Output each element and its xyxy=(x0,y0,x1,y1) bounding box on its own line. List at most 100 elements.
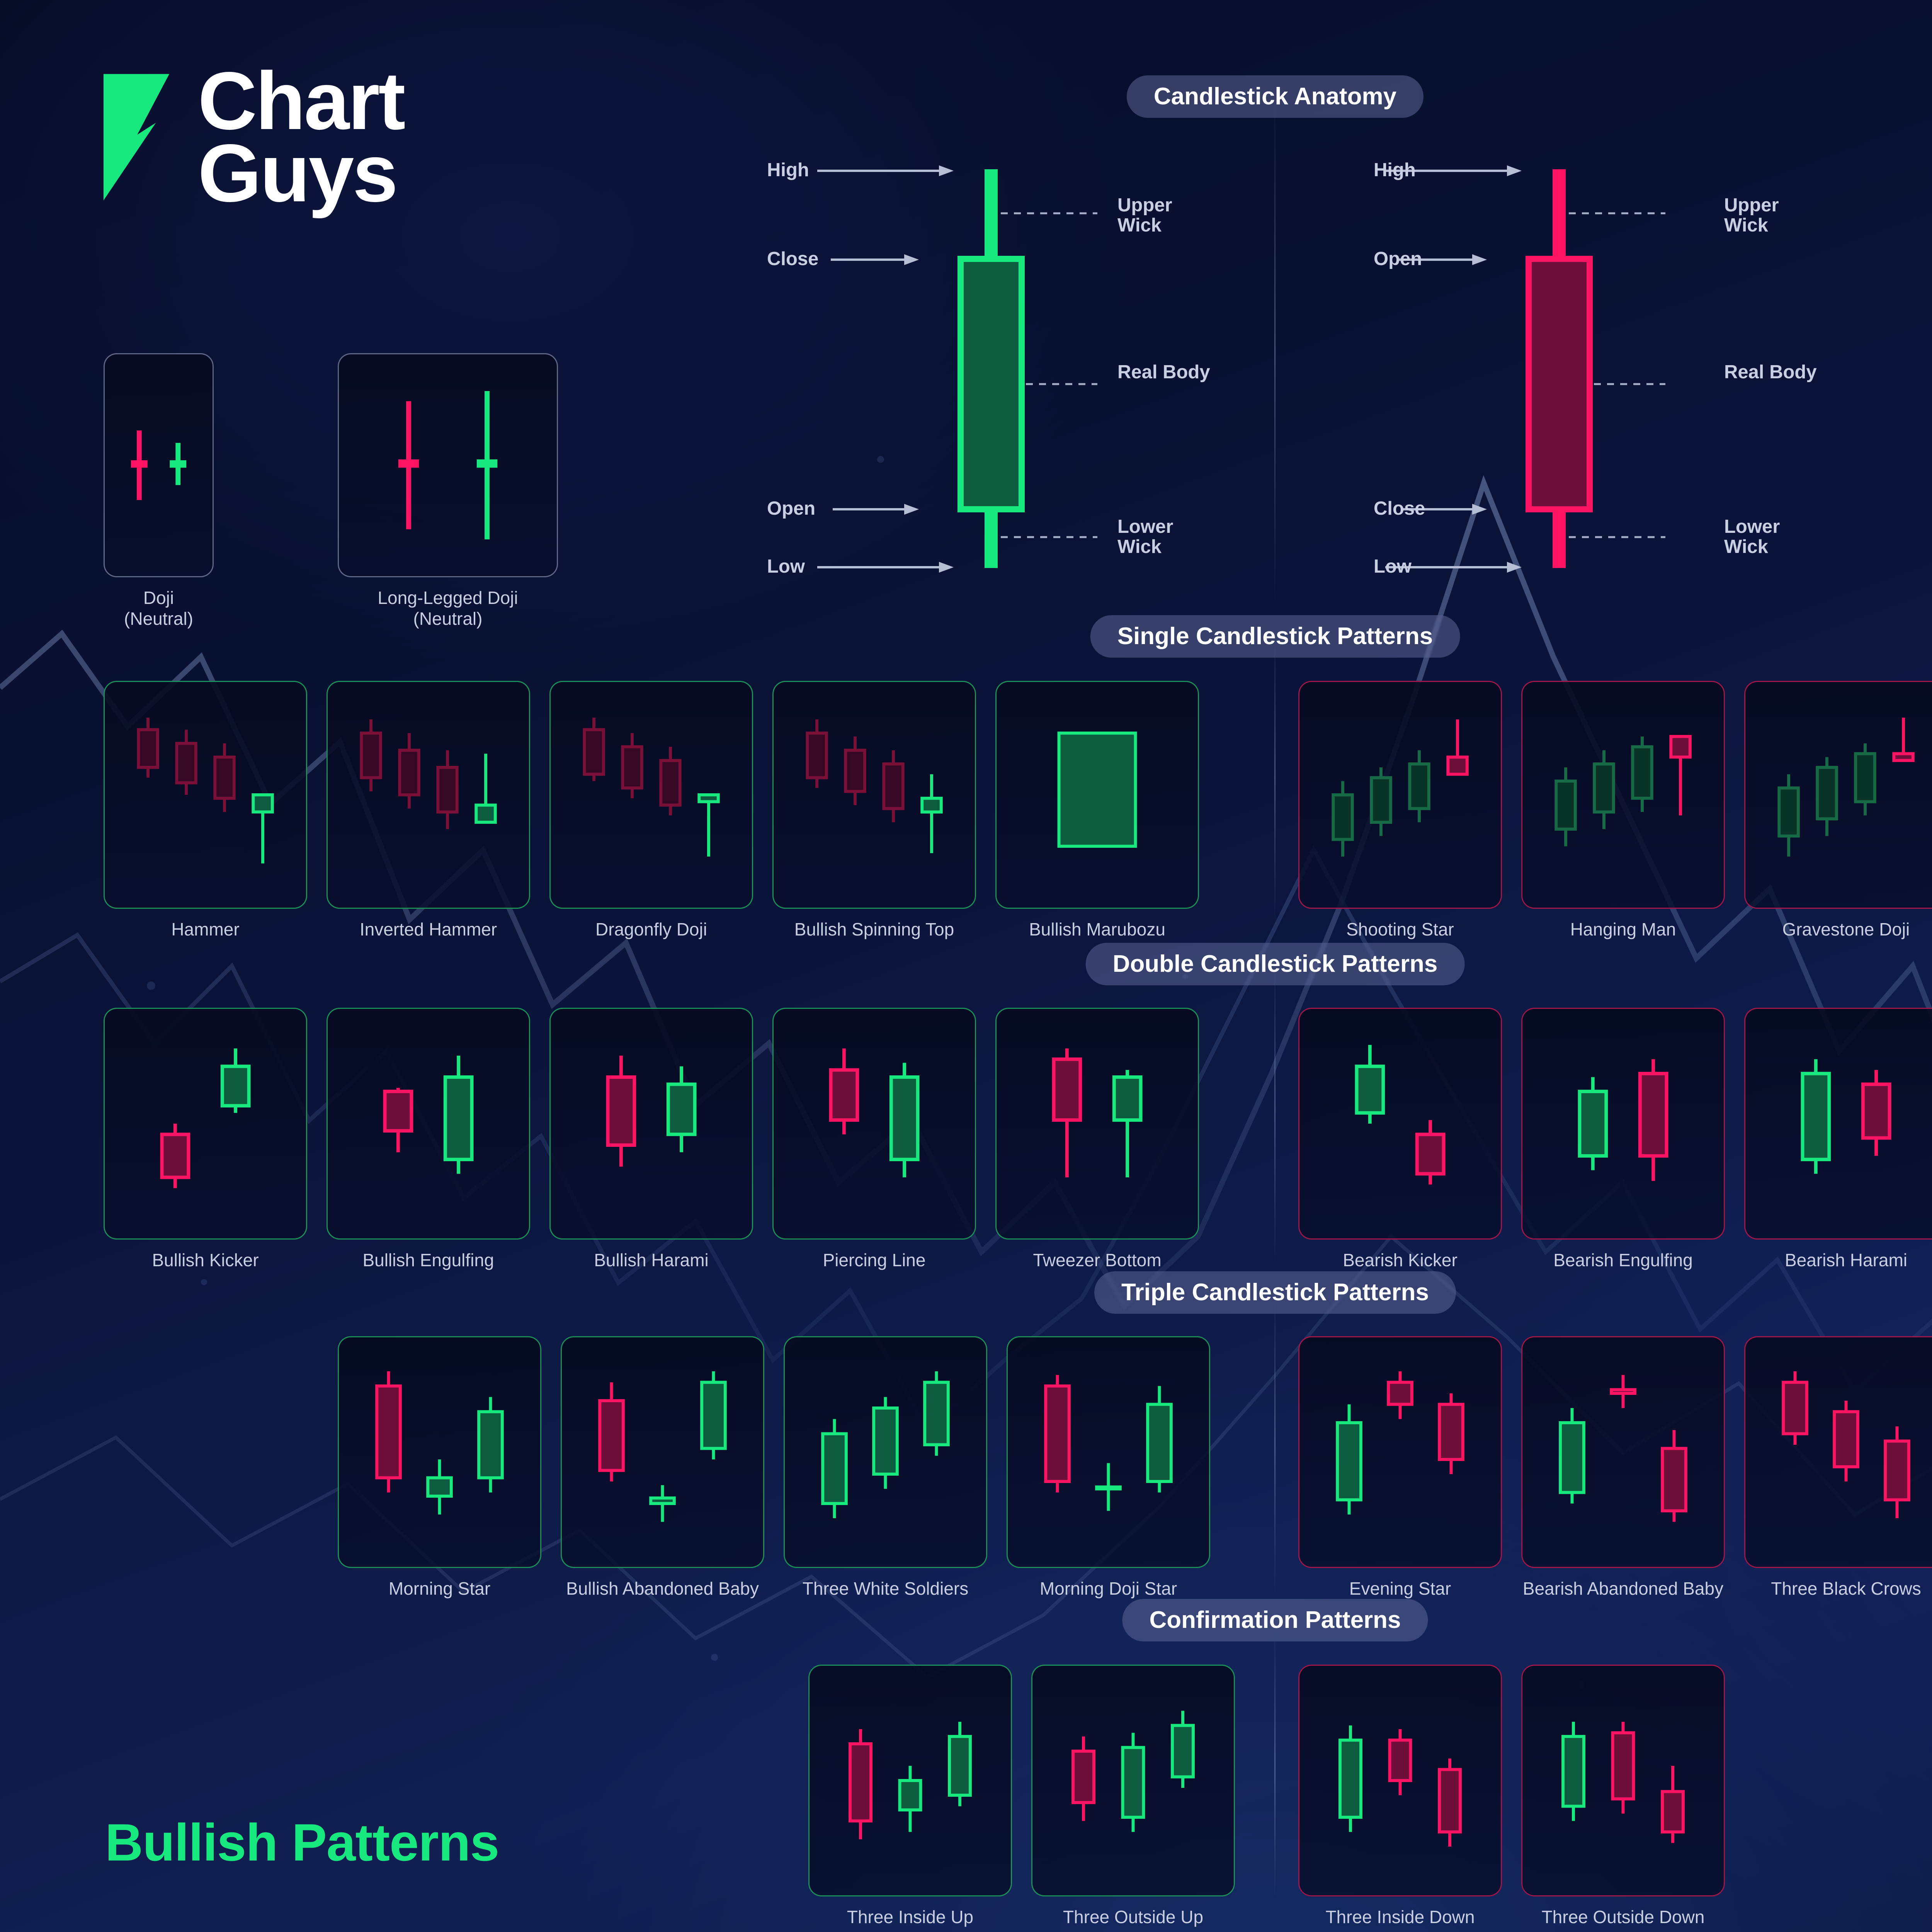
pattern-card-label: Bearish Kicker xyxy=(1343,1250,1458,1270)
pattern-card-dragonfly-doji[interactable] xyxy=(549,681,753,909)
pattern-card-inverted-hammer[interactable] xyxy=(327,681,530,909)
pattern-card-three-inside-down[interactable] xyxy=(1298,1665,1502,1896)
pattern-card-label: Tweezer Bottom xyxy=(1033,1250,1161,1270)
pattern-card-label: Hammer xyxy=(171,919,239,940)
pattern-name: Evening Star xyxy=(1349,1578,1451,1599)
center-divider xyxy=(1274,1631,1276,1901)
center-divider xyxy=(1274,97,1276,607)
pattern-card-label: Gravestone Doji xyxy=(1782,919,1910,940)
pattern-card-hanging-man[interactable] xyxy=(1521,681,1725,909)
pattern-card-three-black-crows[interactable] xyxy=(1744,1336,1932,1568)
pattern-card-bearish-harami[interactable] xyxy=(1744,1008,1932,1240)
anatomy-bear-label-open: Open xyxy=(1374,248,1422,269)
pattern-name: Bullish Marubozu xyxy=(1029,919,1165,939)
pattern-card-label: Inverted Hammer xyxy=(360,919,497,940)
anatomy-bear-label-low: Low xyxy=(1374,556,1412,577)
pattern-card-bullish-kicker[interactable] xyxy=(104,1008,307,1240)
pattern-card-label: Morning Star xyxy=(389,1578,490,1599)
decorative-dot xyxy=(711,1654,718,1661)
anatomy-bear-label-upper-wick: Upper Wick xyxy=(1724,195,1779,236)
anatomy-bull-label-open: Open xyxy=(767,498,816,519)
pattern-card-hammer[interactable] xyxy=(104,681,307,909)
pattern-card-label: Piercing Line xyxy=(823,1250,926,1270)
section-header-double: Double Candlestick Patterns xyxy=(1085,943,1465,985)
decorative-dot xyxy=(147,981,155,990)
pattern-name: Hammer xyxy=(171,919,240,939)
pattern-name: Bullish Spinning Top xyxy=(794,919,954,939)
pattern-card-piercing-line[interactable] xyxy=(772,1008,976,1240)
pattern-card-bullish-marubozu[interactable] xyxy=(995,681,1199,909)
pattern-name: Three Black Crows xyxy=(1771,1578,1921,1599)
pattern-name: Three White Soldiers xyxy=(802,1578,969,1599)
pattern-name: Bearish Kicker xyxy=(1343,1250,1458,1270)
pattern-card-label: Three Inside Up xyxy=(847,1906,973,1927)
logo-wordmark: Chart Guys xyxy=(198,60,406,214)
pattern-card-label: Dragonfly Doji xyxy=(595,919,707,940)
pattern-name: Doji xyxy=(143,588,174,608)
logo-lightning-icon xyxy=(104,74,170,201)
pattern-card-label: Bullish Abandoned Baby xyxy=(566,1578,759,1599)
pattern-card-shooting-star[interactable] xyxy=(1298,681,1502,909)
pattern-card-evening-star[interactable] xyxy=(1298,1336,1502,1568)
pattern-name: Long-Legged Doji xyxy=(378,588,518,608)
pattern-card-label: Three Inside Down xyxy=(1325,1906,1475,1927)
anatomy-bull-label-lower-wick: Lower Wick xyxy=(1117,516,1173,557)
pattern-name: Three Inside Up xyxy=(847,1907,974,1927)
pattern-name: Shooting Star xyxy=(1346,919,1454,939)
pattern-card-three-outside-up[interactable] xyxy=(1031,1665,1235,1896)
pattern-card-three-outside-down[interactable] xyxy=(1521,1665,1725,1896)
pattern-name: Tweezer Bottom xyxy=(1033,1250,1162,1270)
section-header-triple: Triple Candlestick Patterns xyxy=(1094,1271,1456,1314)
pattern-card-bullish-engulfing[interactable] xyxy=(327,1008,530,1240)
pattern-card-bearish-engulfing[interactable] xyxy=(1521,1008,1725,1240)
pattern-card-bearish-kicker[interactable] xyxy=(1298,1008,1502,1240)
pattern-card-label: Bullish Harami xyxy=(594,1250,709,1270)
pattern-card-label: Long-Legged Doji (Neutral) xyxy=(378,587,518,629)
anatomy-bear-label-lower-wick: Lower Wick xyxy=(1724,516,1780,557)
pattern-name: Morning Star xyxy=(388,1578,491,1599)
pattern-name: Bearish Engulfing xyxy=(1553,1250,1693,1270)
pattern-card-bullish-spinning-top[interactable] xyxy=(772,681,976,909)
anatomy-bull-label-low: Low xyxy=(767,556,805,577)
pattern-card-gravestone-doji[interactable] xyxy=(1744,681,1932,909)
pattern-card-label: Three Outside Up xyxy=(1063,1906,1203,1927)
anatomy-diagram-bearish xyxy=(1385,165,1665,573)
anatomy-bull-label-upper-wick: Upper Wick xyxy=(1117,195,1172,236)
center-divider xyxy=(1274,630,1276,923)
pattern-card-label: Bearish Engulfing xyxy=(1553,1250,1693,1270)
pattern-name: Three Outside Down xyxy=(1541,1907,1705,1927)
pattern-card-three-white-soldiers[interactable] xyxy=(784,1336,987,1568)
pattern-card-bearish-abandoned-baby[interactable] xyxy=(1521,1336,1725,1568)
pattern-card-label: Bearish Abandoned Baby xyxy=(1523,1578,1723,1599)
pattern-name: Bullish Kicker xyxy=(152,1250,259,1270)
pattern-card-morning-doji-star[interactable] xyxy=(1007,1336,1210,1568)
decorative-dot xyxy=(201,1279,207,1285)
center-divider xyxy=(1274,1291,1276,1596)
pattern-card-long-legged-doji[interactable] xyxy=(338,353,558,577)
section-header-anatomy: Candlestick Anatomy xyxy=(1126,75,1424,118)
pattern-card-label: Hanging Man xyxy=(1570,919,1676,940)
pattern-name: Gravestone Doji xyxy=(1782,919,1910,939)
pattern-name: Inverted Hammer xyxy=(359,919,497,939)
anatomy-bear-label-high: High xyxy=(1374,160,1416,180)
anatomy-bull-label-high: High xyxy=(767,160,809,180)
pattern-card-label: Shooting Star xyxy=(1346,919,1454,940)
pattern-card-three-inside-up[interactable] xyxy=(808,1665,1012,1896)
pattern-card-label: Bullish Spinning Top xyxy=(794,919,954,940)
pattern-sentiment: (Neutral) xyxy=(124,609,193,629)
footer-bullish-label: Bullish Patterns xyxy=(105,1813,499,1872)
pattern-card-label: Doji (Neutral) xyxy=(124,587,193,629)
anatomy-diagram-bullish xyxy=(817,165,1097,573)
pattern-card-tweezer-bottom[interactable] xyxy=(995,1008,1199,1240)
pattern-name: Hanging Man xyxy=(1570,919,1676,939)
pattern-card-bullish-abandoned-baby[interactable] xyxy=(561,1336,764,1568)
pattern-card-label: Bullish Kicker xyxy=(152,1250,259,1270)
pattern-name: Bearish Harami xyxy=(1785,1250,1907,1270)
pattern-card-doji[interactable] xyxy=(104,353,214,577)
pattern-card-morning-star[interactable] xyxy=(338,1336,541,1568)
pattern-card-label: Three White Soldiers xyxy=(803,1578,969,1599)
pattern-card-bullish-harami[interactable] xyxy=(549,1008,753,1240)
pattern-name: Dragonfly Doji xyxy=(595,919,707,939)
pattern-name: Bullish Engulfing xyxy=(362,1250,494,1270)
